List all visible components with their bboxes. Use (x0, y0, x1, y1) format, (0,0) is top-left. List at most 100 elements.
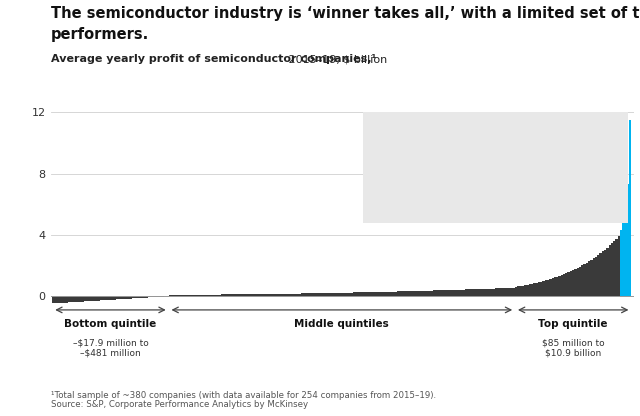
Bar (241, 294, 244, 296)
Bar (413, 291, 415, 296)
Bar (271, 294, 273, 296)
Bar (168, 295, 171, 296)
Bar (141, 296, 143, 298)
Bar (157, 296, 159, 297)
Bar (401, 291, 403, 296)
Bar (310, 293, 312, 296)
Bar (554, 277, 556, 296)
Bar (485, 289, 488, 296)
Bar (577, 268, 579, 296)
Bar (403, 291, 406, 296)
Text: Average yearly profit of semiconductor companies,¹: Average yearly profit of semiconductor c… (51, 54, 376, 64)
Bar (622, 221, 625, 296)
Bar (369, 292, 371, 296)
Bar (289, 294, 292, 296)
Bar (333, 293, 335, 296)
Bar (565, 273, 568, 296)
Bar (611, 243, 613, 296)
Bar (134, 296, 137, 298)
Bar (533, 283, 536, 296)
Bar (538, 282, 540, 296)
Bar (604, 250, 606, 296)
Bar (207, 295, 210, 296)
Bar (337, 293, 340, 296)
Bar (531, 284, 533, 296)
Bar (111, 296, 114, 300)
Bar (381, 292, 383, 296)
Bar (431, 290, 433, 296)
Bar (458, 290, 460, 296)
Bar (422, 291, 424, 296)
Bar (483, 289, 485, 296)
Bar (255, 294, 257, 296)
Bar (61, 296, 64, 303)
Bar (618, 236, 620, 296)
Bar (314, 293, 317, 296)
Bar (64, 296, 66, 303)
Bar (84, 296, 86, 302)
Bar (317, 293, 319, 296)
Bar (568, 272, 570, 296)
Bar (520, 286, 522, 296)
Bar (125, 296, 127, 299)
Bar (305, 293, 308, 296)
Bar (130, 296, 132, 299)
Bar (517, 287, 520, 296)
Bar (394, 292, 397, 296)
Bar (616, 239, 618, 296)
Bar (89, 296, 91, 301)
Bar (173, 295, 175, 296)
Bar (527, 285, 529, 296)
Bar (399, 291, 401, 296)
Text: Middle quintiles: Middle quintiles (294, 319, 389, 329)
Bar (353, 292, 355, 296)
Bar (73, 296, 75, 302)
Bar (137, 296, 139, 298)
Bar (349, 292, 351, 296)
Bar (424, 291, 426, 296)
Bar (449, 290, 451, 296)
Bar (419, 291, 422, 296)
Bar (319, 293, 321, 296)
Bar (547, 280, 549, 296)
Bar (253, 294, 255, 296)
Bar (269, 294, 271, 296)
Bar (417, 291, 419, 296)
Bar (385, 292, 387, 296)
Bar (552, 278, 554, 296)
Bar (570, 271, 572, 296)
Bar (80, 296, 82, 302)
Bar (107, 296, 109, 300)
Bar (383, 292, 385, 296)
Bar (324, 293, 326, 296)
Bar (504, 288, 506, 296)
Bar (146, 296, 148, 297)
Bar (312, 293, 314, 296)
Bar (205, 295, 207, 296)
Bar (155, 296, 157, 297)
Bar (335, 293, 337, 296)
Bar (595, 257, 597, 296)
Bar (57, 296, 59, 303)
Bar (444, 290, 447, 296)
Bar (346, 292, 349, 296)
Bar (561, 275, 563, 296)
Bar (330, 293, 333, 296)
Bar (219, 295, 221, 296)
Bar (100, 296, 102, 300)
Bar (184, 295, 187, 296)
Bar (221, 295, 223, 296)
Bar (508, 288, 511, 296)
Bar (246, 294, 248, 296)
Bar (581, 265, 584, 296)
Bar (600, 253, 602, 296)
Bar (150, 296, 152, 297)
Bar (223, 295, 225, 296)
Bar (367, 292, 369, 296)
Bar (433, 290, 435, 296)
Bar (326, 293, 328, 296)
Bar (114, 296, 116, 300)
Bar (588, 261, 590, 296)
Bar (629, 120, 631, 296)
Bar (287, 294, 289, 296)
